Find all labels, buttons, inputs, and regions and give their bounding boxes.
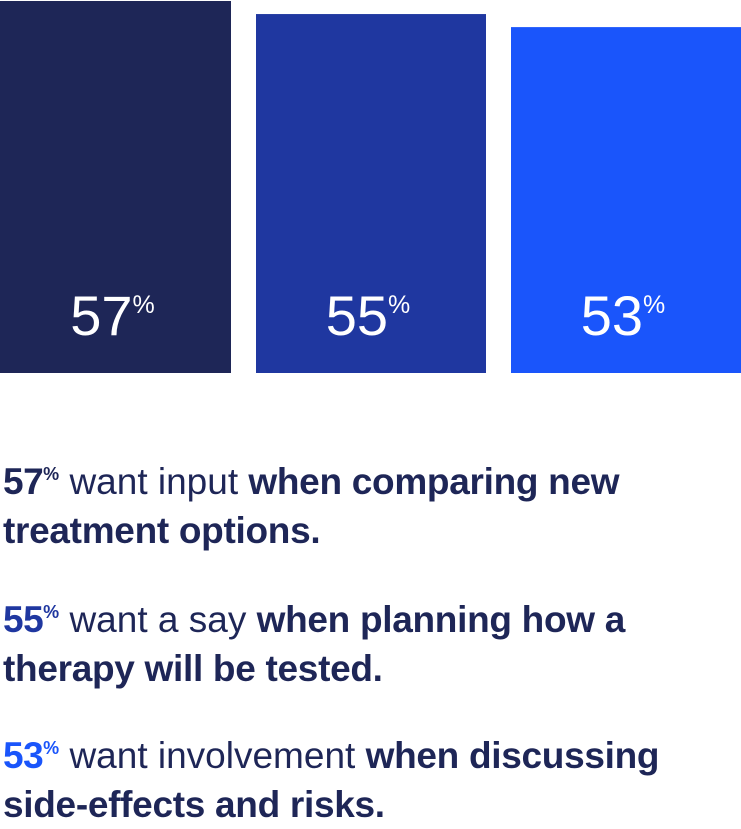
statement-percent-sign: % [43, 738, 60, 758]
bar-value-label: 57% [70, 284, 155, 347]
statement-percent: 53 [3, 735, 44, 776]
statement-percent: 57 [3, 461, 44, 502]
statement-input: 57% want input when comparing new treatm… [3, 450, 738, 555]
statement-say: 55% want a say when planning how a thera… [3, 588, 738, 693]
statement-involvement: 53% want involvement when discussing sid… [3, 724, 738, 829]
statement-percent-sign: % [43, 602, 60, 622]
statement-plain-text: want a say [69, 599, 247, 640]
statement-plain-text: want involvement [69, 735, 356, 776]
statement-percent: 55 [3, 599, 44, 640]
bar-2 [256, 14, 486, 373]
bar-chart: 57% 55% 53% [0, 1, 741, 374]
bar-value-label: 53% [581, 284, 666, 347]
bar-value-label: 55% [326, 284, 411, 347]
statement-bold-text: when planning how a therapy will be test… [3, 599, 626, 689]
bar-1 [0, 1, 231, 373]
statement-percent-sign: % [43, 464, 60, 484]
statement-plain-text: want input [69, 461, 239, 502]
statement-bold-text: when comparing new treatment options. [3, 461, 620, 551]
bar-3 [511, 27, 741, 374]
